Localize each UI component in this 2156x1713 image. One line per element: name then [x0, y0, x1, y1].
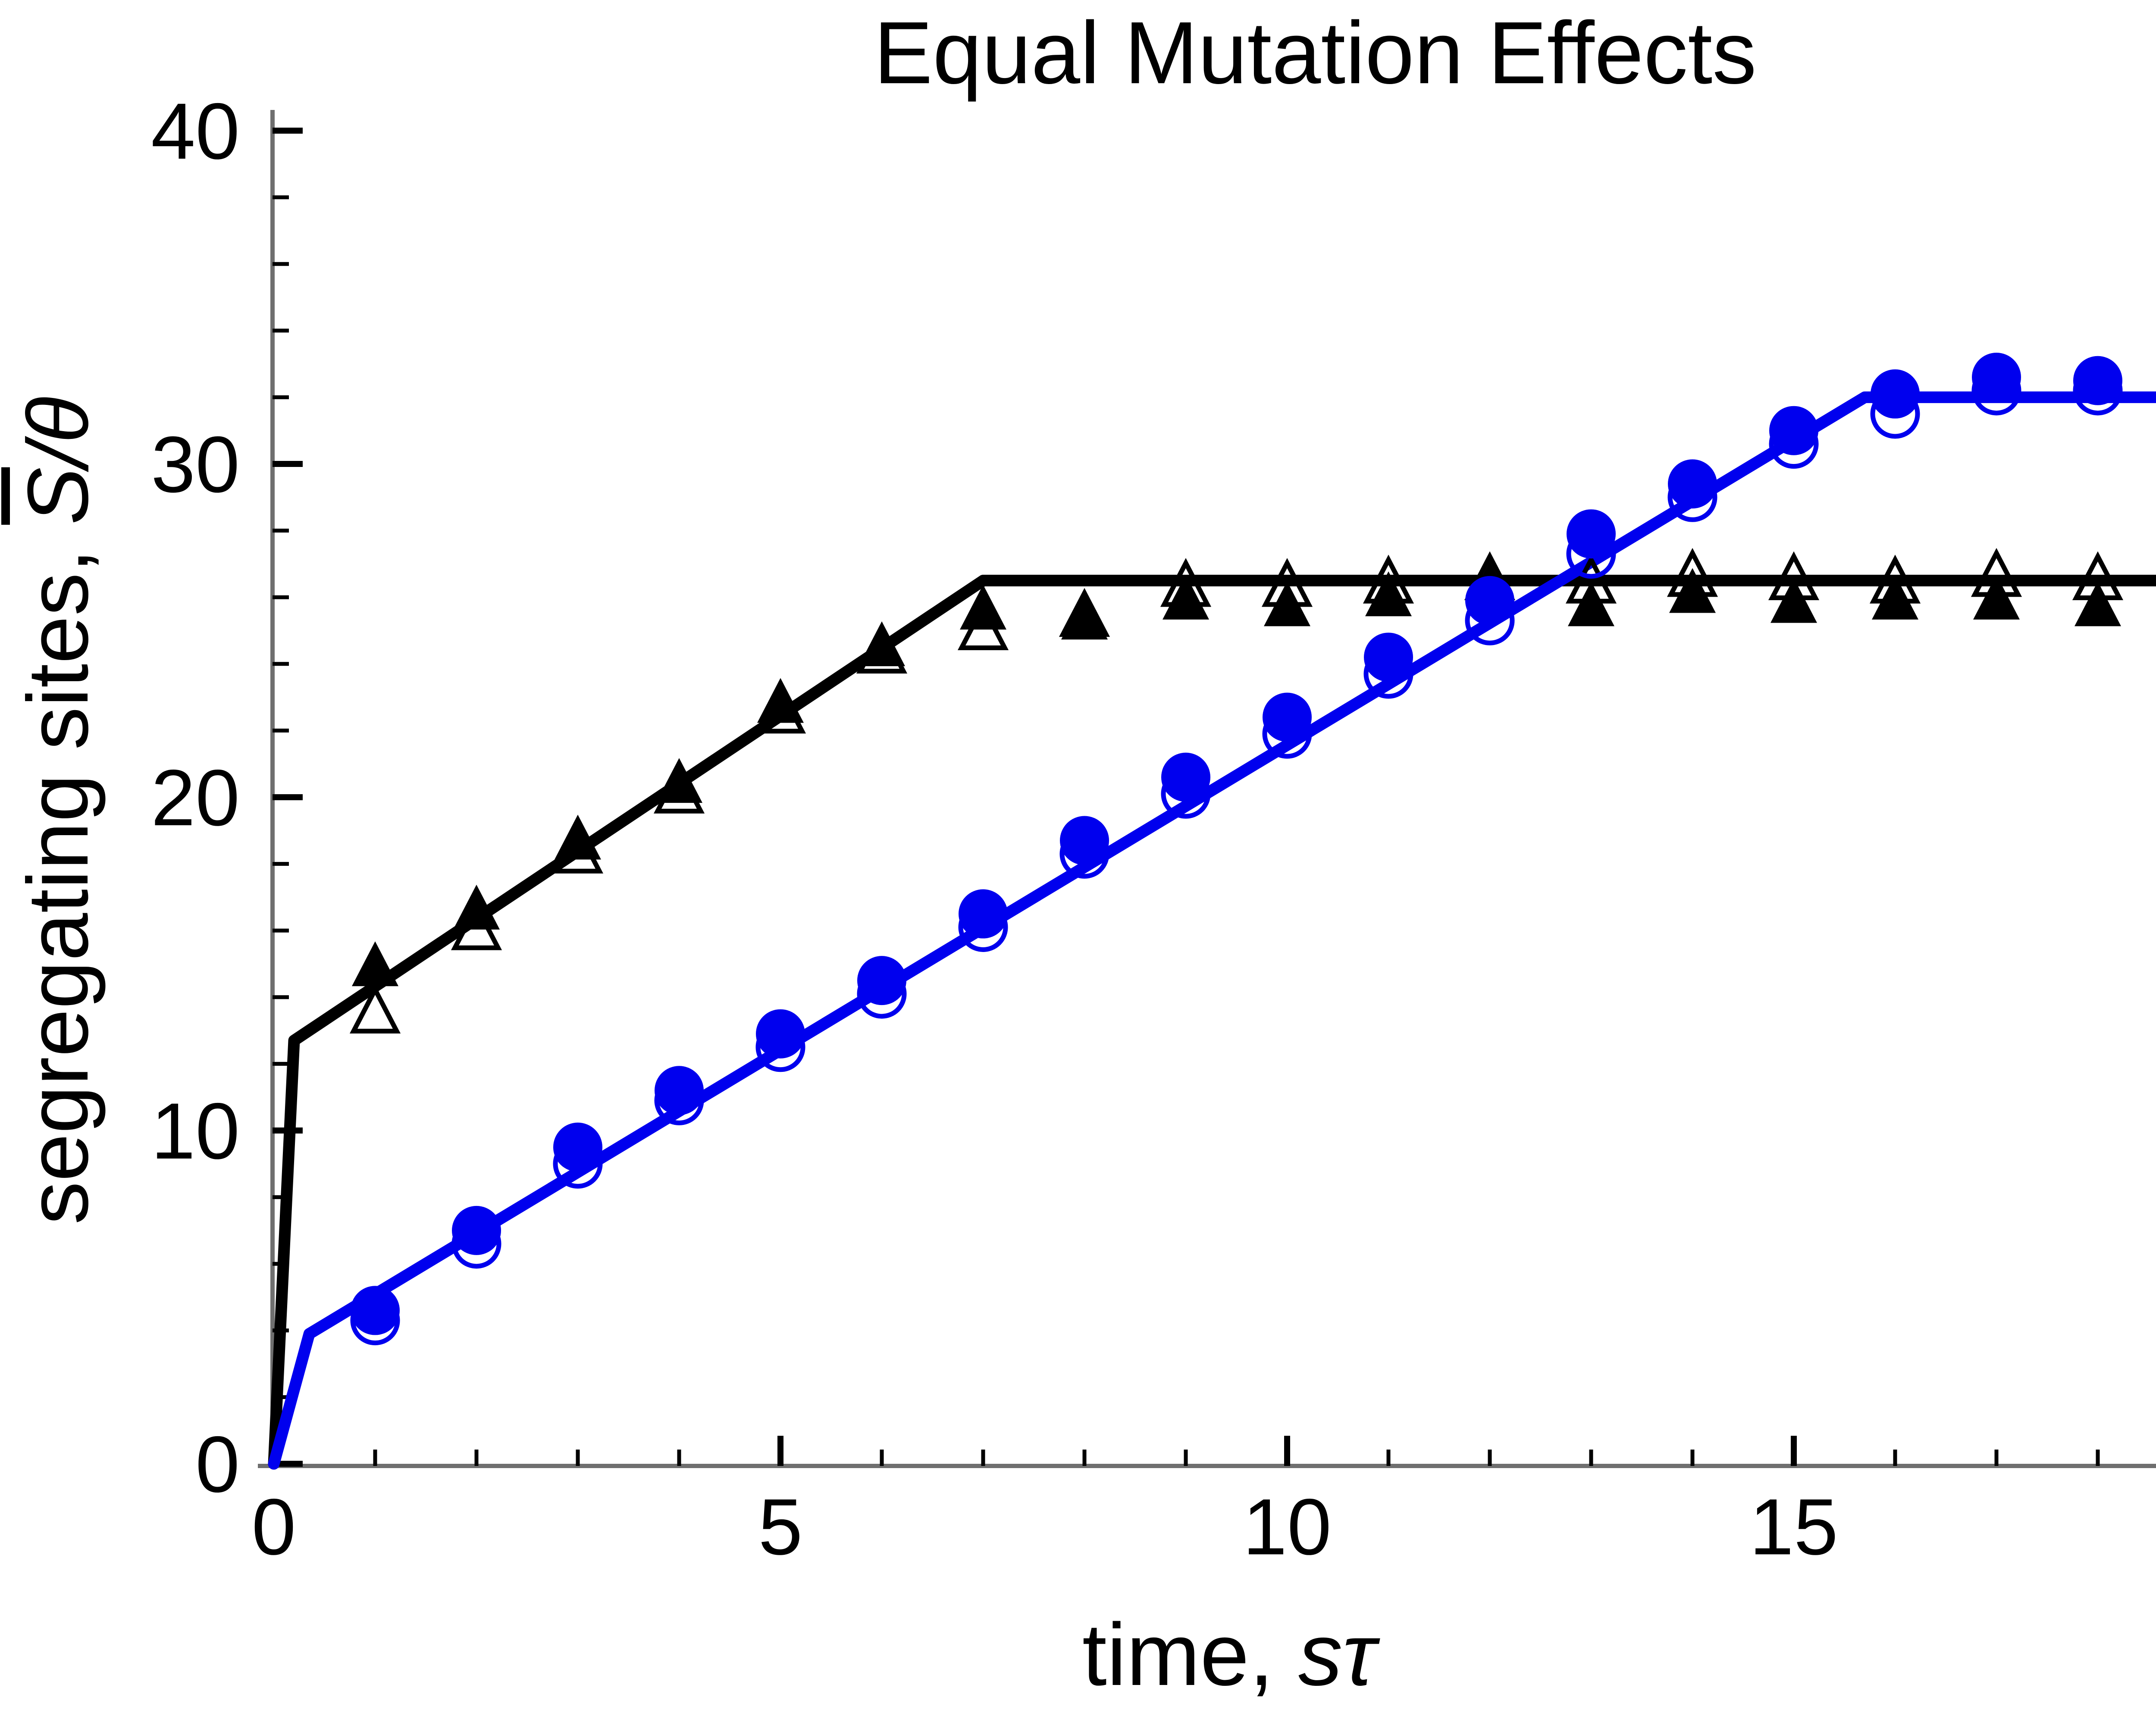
x-axis-label-text: time,	[1082, 1605, 1298, 1704]
filled-circle-marker	[1060, 816, 1109, 865]
filled-triangle-marker	[960, 585, 1006, 630]
filled-triangle-marker	[656, 758, 702, 803]
x-axis-label: time, sτ	[798, 1606, 1660, 1704]
y-tick-label: 0	[195, 1420, 240, 1509]
x-axis-label-math: sτ	[1298, 1605, 1376, 1704]
filled-triangle-marker	[757, 678, 804, 723]
y-axis-label-theta: /θ	[10, 396, 106, 467]
y-tick-label: 40	[151, 87, 240, 176]
filled-circle-marker	[655, 1066, 704, 1115]
filled-circle-marker	[553, 1122, 602, 1172]
filled-circle-marker	[1769, 406, 1818, 455]
filled-circle-marker	[452, 1206, 501, 1255]
x-tick-label: 5	[758, 1483, 803, 1572]
x-tick-label: 15	[1749, 1483, 1838, 1572]
x-tick-label: 10	[1243, 1483, 1332, 1572]
chart-title: Equal Mutation Effects	[874, 3, 1757, 102]
blue-theory-line	[268, 391, 2156, 1470]
filled-circle-marker	[351, 1286, 400, 1335]
filled-circle-marker	[756, 1009, 805, 1058]
filled-triangle-marker	[1163, 574, 1209, 620]
filled-circle-marker	[1668, 459, 1717, 509]
filled-triangle-marker	[352, 941, 398, 986]
filled-circle-marker	[1465, 576, 1514, 625]
filled-triangle-marker	[1264, 581, 1310, 626]
filled-triangle-marker	[1669, 568, 1716, 613]
filled-circle-marker	[1972, 353, 2021, 402]
x-tick-label: 0	[252, 1483, 296, 1572]
y-tick-label: 20	[151, 754, 240, 842]
filled-circle-marker	[2073, 356, 2122, 405]
filled-circle-marker	[1364, 633, 1413, 682]
open-triangle-marker	[349, 984, 401, 1033]
filled-circle-marker	[1263, 692, 1312, 742]
filled-triangle-marker	[2075, 581, 2121, 626]
filled-circle-marker	[1567, 509, 1616, 559]
y-tick-label: 30	[151, 420, 240, 509]
filled-circle-marker	[1871, 369, 1920, 419]
filled-triangle-marker	[1973, 574, 2020, 620]
y-axis-label-sbar: S	[10, 467, 106, 525]
filled-circle-marker	[959, 889, 1008, 939]
filled-triangle-marker	[555, 814, 601, 860]
filled-triangle-marker	[1872, 574, 1918, 620]
filled-triangle-marker	[1568, 581, 1614, 626]
y-axis-label-text: segregating sites,	[10, 525, 106, 1225]
filled-circle-marker	[857, 956, 906, 1005]
y-tick-label: 10	[151, 1087, 240, 1176]
filled-circle-marker	[1161, 752, 1210, 802]
black-theory-line	[268, 575, 2156, 1470]
filled-triangle-marker	[1771, 578, 1817, 623]
filled-triangle-marker	[1061, 595, 1108, 640]
filled-triangle-marker	[859, 621, 905, 667]
y-axis-label: segregating sites, S/θ	[10, 396, 106, 1225]
filled-triangle-marker	[453, 884, 500, 930]
filled-triangle-marker	[1365, 571, 1412, 617]
